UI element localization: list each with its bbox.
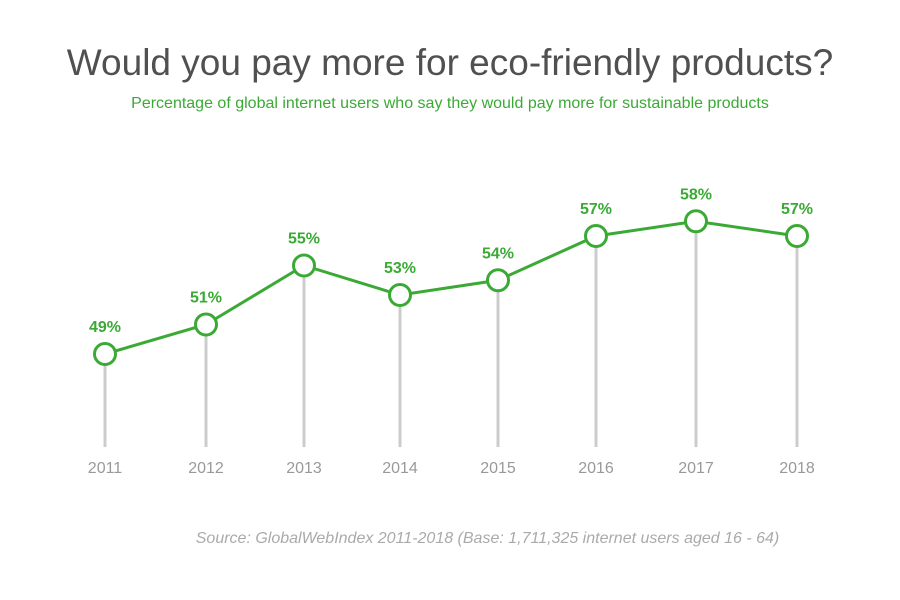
data-point-2011: [93, 342, 117, 366]
data-point-2017: [684, 209, 708, 234]
series-line: [104, 219, 798, 356]
x-tick-label: 2017: [678, 460, 714, 477]
x-tick-label: 2015: [480, 460, 516, 477]
data-label: 58%: [680, 186, 712, 203]
data-label: 54%: [482, 245, 514, 262]
x-tick-label: 2016: [578, 460, 614, 477]
data-point-2013: [292, 253, 316, 278]
source-note: Source: GlobalWebIndex 2011-2018 (Base: …: [195, 530, 780, 547]
data-point-2018: [785, 224, 809, 248]
data-label: 57%: [580, 201, 612, 218]
data-point-2015: [486, 268, 510, 293]
x-tick-label: 2011: [88, 460, 123, 477]
data-label: 57%: [781, 201, 813, 218]
data-point-2014: [388, 283, 412, 307]
chart-title: Would you pay more for eco-friendly prod…: [66, 42, 834, 83]
data-point-2012: [194, 312, 218, 337]
data-label: 53%: [384, 260, 416, 277]
data-label: 51%: [190, 290, 222, 307]
x-tick-label: 2013: [286, 460, 322, 477]
x-tick-label: 2012: [188, 460, 224, 477]
data-label: 55%: [288, 231, 320, 248]
chart-subtitle: Percentage of global internet users who …: [131, 95, 769, 112]
x-tick-label: 2018: [779, 460, 815, 477]
data-point-2016: [584, 224, 608, 248]
data-label: 49%: [89, 319, 121, 336]
x-tick-label: 2014: [382, 460, 418, 477]
